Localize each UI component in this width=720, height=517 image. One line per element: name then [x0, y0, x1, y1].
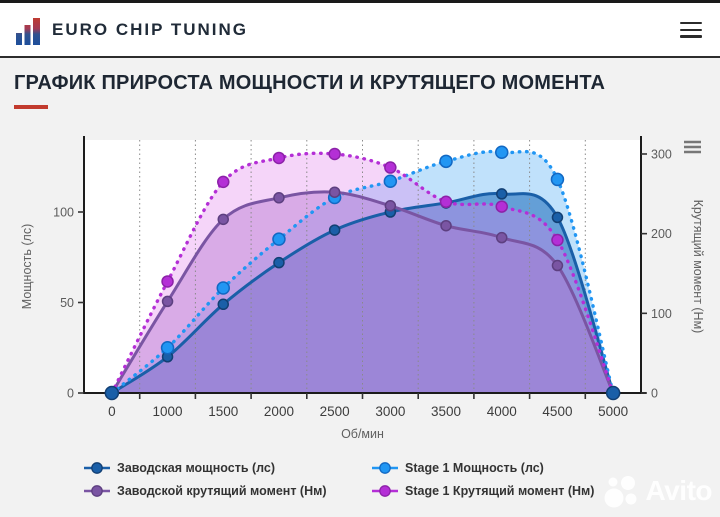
- chart-container: 0 50 100 0 100 200 300 0 1000 1500 2000 2500 3000 350…: [0, 118, 720, 453]
- svg-text:5000: 5000: [598, 404, 628, 419]
- axes: 0 50 100 0 100 200 300: [53, 136, 672, 401]
- brand-logo[interactable]: EURO CHIP TUNING: [16, 15, 248, 45]
- svg-text:100: 100: [53, 206, 74, 220]
- avito-watermark-text: Avito: [645, 475, 713, 506]
- legend-item[interactable]: Заводской крутящий момент (Нм): [84, 479, 327, 502]
- svg-text:0: 0: [651, 387, 658, 401]
- page-title: ГРАФИК ПРИРОСТА МОЩНОСТИ И КРУТЯЩЕГО МОМ…: [14, 72, 606, 94]
- svg-text:2500: 2500: [320, 404, 350, 419]
- legend-column-left: Заводская мощность (лс) Заводской крутящи…: [84, 456, 327, 502]
- svg-text:50: 50: [60, 296, 74, 310]
- legend-item-label: Stage 1 Мощность (лс): [405, 460, 544, 475]
- legend-item-label: Stage 1 Крутящий момент (Нм): [405, 483, 595, 498]
- legend-item[interactable]: Stage 1 Мощность (лс): [372, 456, 594, 479]
- svg-text:Об/мин: Об/мин: [341, 427, 384, 441]
- title-accent-bar: [14, 105, 48, 109]
- svg-text:1000: 1000: [153, 404, 183, 419]
- svg-text:200: 200: [651, 227, 672, 241]
- endpoint-markers: [104, 385, 621, 401]
- legend-marker-icon: [84, 484, 110, 497]
- legend-item-label: Заводская мощность (лс): [117, 460, 276, 475]
- avito-watermark: Avito: [603, 473, 713, 509]
- legend-column-right: Stage 1 Мощность (лс) Stage 1 Крутящий мо…: [372, 456, 594, 502]
- legend-marker-icon: [84, 461, 110, 474]
- svg-text:0: 0: [67, 387, 74, 401]
- svg-text:Крутящий момент (Нм): Крутящий момент (Нм): [691, 200, 705, 334]
- page-top-border: [0, 0, 720, 3]
- svg-text:0: 0: [108, 404, 116, 419]
- legend-item-label: Заводской крутящий момент (Нм): [117, 483, 327, 498]
- svg-text:2000: 2000: [264, 404, 294, 419]
- svg-text:100: 100: [651, 307, 672, 321]
- title-section: ГРАФИК ПРИРОСТА МОЩНОСТИ И КРУТЯЩЕГО МОМ…: [0, 58, 720, 109]
- menu-hamburger-icon[interactable]: [680, 22, 702, 38]
- avito-logo-icon: [604, 476, 637, 508]
- svg-text:300: 300: [651, 147, 672, 161]
- svg-text:3500: 3500: [431, 404, 461, 419]
- legend-item[interactable]: Stage 1 Крутящий момент (Нм): [372, 479, 594, 502]
- legend-marker-icon: [372, 484, 398, 497]
- svg-text:4000: 4000: [487, 404, 517, 419]
- legend-marker-icon: [372, 461, 398, 474]
- axis-labels: 0 1000 1500 2000 2500 3000 3500 4000 4500 5000Об/…: [20, 200, 705, 441]
- bar-chart-logo-icon: [16, 17, 40, 45]
- series-areas: [111, 151, 614, 393]
- svg-text:Мощность (лс): Мощность (лс): [20, 224, 34, 309]
- gridlines: [139, 140, 586, 393]
- brand-name: EURO CHIP TUNING: [52, 19, 249, 39]
- svg-text:4500: 4500: [542, 404, 572, 419]
- legend-item[interactable]: Заводская мощность (лс): [84, 456, 327, 479]
- header: EURO CHIP TUNING: [0, 3, 720, 58]
- chart-menu-icon[interactable]: [684, 140, 701, 154]
- svg-text:1500: 1500: [208, 404, 238, 419]
- svg-text:3000: 3000: [375, 404, 405, 419]
